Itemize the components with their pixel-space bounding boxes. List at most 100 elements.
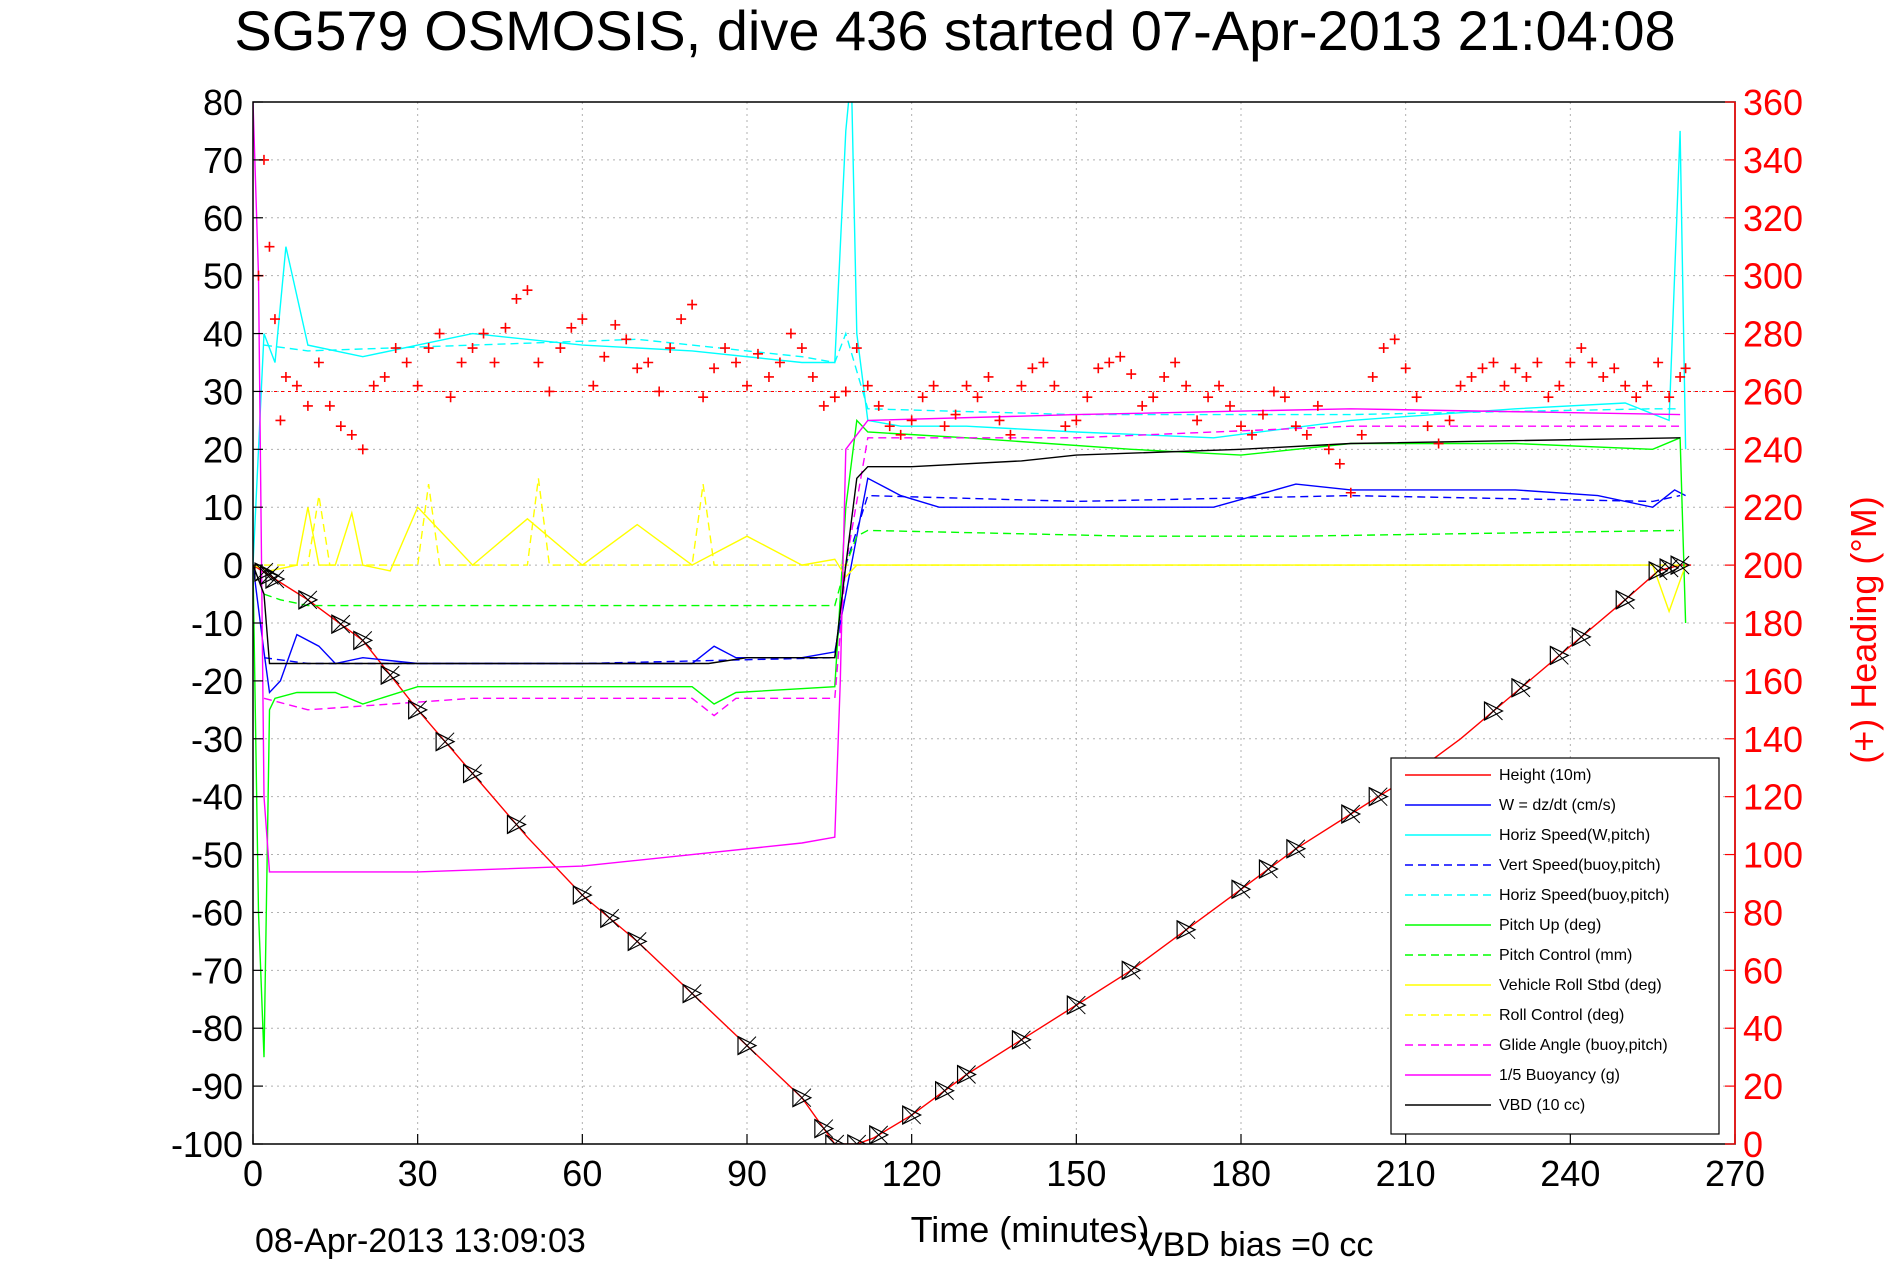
height-marker-triangle: [1648, 560, 1669, 581]
height-marker-triangle: [1258, 859, 1279, 879]
y2-tick-label: 160: [1743, 661, 1803, 702]
y-tick-label: -60: [191, 892, 243, 933]
x-tick-label: 90: [727, 1153, 767, 1194]
height-marker-triangle: [1176, 919, 1197, 940]
height-marker-cross: [792, 1088, 812, 1108]
heading-point: [917, 392, 928, 403]
height-marker-triangle: [1121, 960, 1142, 981]
heading-point: [1236, 421, 1246, 432]
height-marker-triangle: [902, 1105, 923, 1126]
y2-tick-label: 340: [1743, 140, 1803, 181]
heading-point: [1159, 371, 1170, 382]
legend-label: Horiz Speed(buoy,pitch): [1499, 887, 1669, 904]
x-tick-label: 210: [1376, 1153, 1436, 1194]
heading-point: [324, 400, 335, 411]
y2-tick-label: 220: [1743, 487, 1803, 528]
height-marker-triangle: [572, 885, 593, 906]
height-marker-cross: [1121, 960, 1141, 980]
x-tick-label: 0: [243, 1153, 263, 1194]
heading-point: [1389, 334, 1400, 345]
heading-point: [818, 400, 829, 411]
height-marker-cross: [254, 562, 274, 582]
y-tick-label: 30: [203, 371, 243, 412]
height-marker-cross: [1511, 678, 1531, 698]
heading-point: [1565, 357, 1576, 368]
height-marker-cross: [1341, 804, 1361, 824]
heading-point: [1422, 421, 1433, 432]
y2-tick-label: 80: [1743, 892, 1783, 933]
height-marker-triangle: [869, 1124, 890, 1144]
heading-point: [489, 357, 500, 368]
y-tick-label: 20: [203, 429, 243, 470]
height-marker-cross: [682, 984, 702, 1003]
heading-point: [1214, 380, 1225, 391]
height-marker-cross: [463, 764, 482, 783]
heading-point: [445, 392, 456, 403]
height-marker-triangle: [792, 1087, 813, 1108]
heading-point: [1334, 458, 1345, 469]
x-tick-label: 150: [1046, 1153, 1106, 1194]
height-marker-triangle: [600, 908, 621, 929]
x-tick-label: 180: [1211, 1153, 1271, 1194]
height-marker-cross: [572, 885, 592, 905]
heading-point: [829, 392, 840, 403]
heading-point: [291, 380, 302, 391]
heading-point: [665, 343, 676, 354]
y-tick-label: -10: [191, 603, 243, 644]
heading-point: [566, 322, 577, 333]
height-marker-triangle: [353, 630, 374, 651]
height-marker-triangle: [1670, 555, 1691, 576]
heading-point: [1246, 429, 1257, 440]
heading-point: [275, 415, 286, 426]
y2-tick-label: 240: [1743, 429, 1803, 470]
heading-point: [434, 328, 445, 339]
heading-point: [906, 415, 917, 426]
height-marker-triangle: [847, 1134, 868, 1144]
y2-tick-label: 40: [1743, 1008, 1783, 1049]
heading-point: [1488, 357, 1499, 368]
heading-point: [1257, 409, 1268, 420]
heading-point: [1115, 351, 1126, 362]
heading-point: [895, 429, 906, 440]
height-marker-triangle: [1011, 1029, 1032, 1050]
x-tick-label: 60: [562, 1153, 602, 1194]
heading-point: [1312, 400, 1323, 411]
heading-point: [1664, 392, 1675, 403]
series-line-0: [253, 564, 1692, 1144]
series-line-4: [263, 331, 1681, 416]
heading-point: [1203, 392, 1214, 403]
series-line-6: [263, 529, 1681, 607]
height-marker-cross: [1066, 995, 1086, 1015]
heading-point: [1345, 487, 1356, 498]
y2-tick-label: 20: [1743, 1066, 1783, 1107]
series-line-7: [253, 505, 1687, 614]
heading-point: [610, 319, 621, 330]
y2-tick-label: 360: [1743, 82, 1803, 123]
height-marker-triangle: [259, 565, 280, 586]
height-marker-triangle: [254, 562, 275, 583]
height-marker-cross: [814, 1119, 834, 1138]
heading-point: [1323, 444, 1334, 455]
heading-point: [1279, 392, 1290, 403]
series-line-11: [253, 437, 1681, 665]
height-marker-cross: [265, 569, 285, 589]
heading-point: [1027, 363, 1038, 374]
height-marker-triangle: [935, 1080, 955, 1101]
y-tick-label: -100: [171, 1124, 243, 1165]
heading-point: [1367, 371, 1378, 382]
heading-point: [873, 400, 884, 411]
vbd-bias-note: VBD bias =0 cc: [1140, 1226, 1373, 1262]
heading-point: [456, 357, 467, 368]
heading-point: [1521, 371, 1532, 382]
y2-tick-label: 280: [1743, 314, 1803, 355]
height-marker-triangle: [682, 983, 703, 1004]
x-axis-label: Time (minutes): [911, 1209, 1150, 1250]
heading-point: [632, 363, 643, 374]
heading-point: [785, 328, 796, 339]
heading-point: [1675, 371, 1686, 382]
legend-label: Vert Speed(buoy,pitch): [1499, 857, 1661, 874]
heading-point: [1466, 371, 1477, 382]
height-marker-cross: [380, 665, 400, 685]
x-tick-label: 120: [882, 1153, 942, 1194]
